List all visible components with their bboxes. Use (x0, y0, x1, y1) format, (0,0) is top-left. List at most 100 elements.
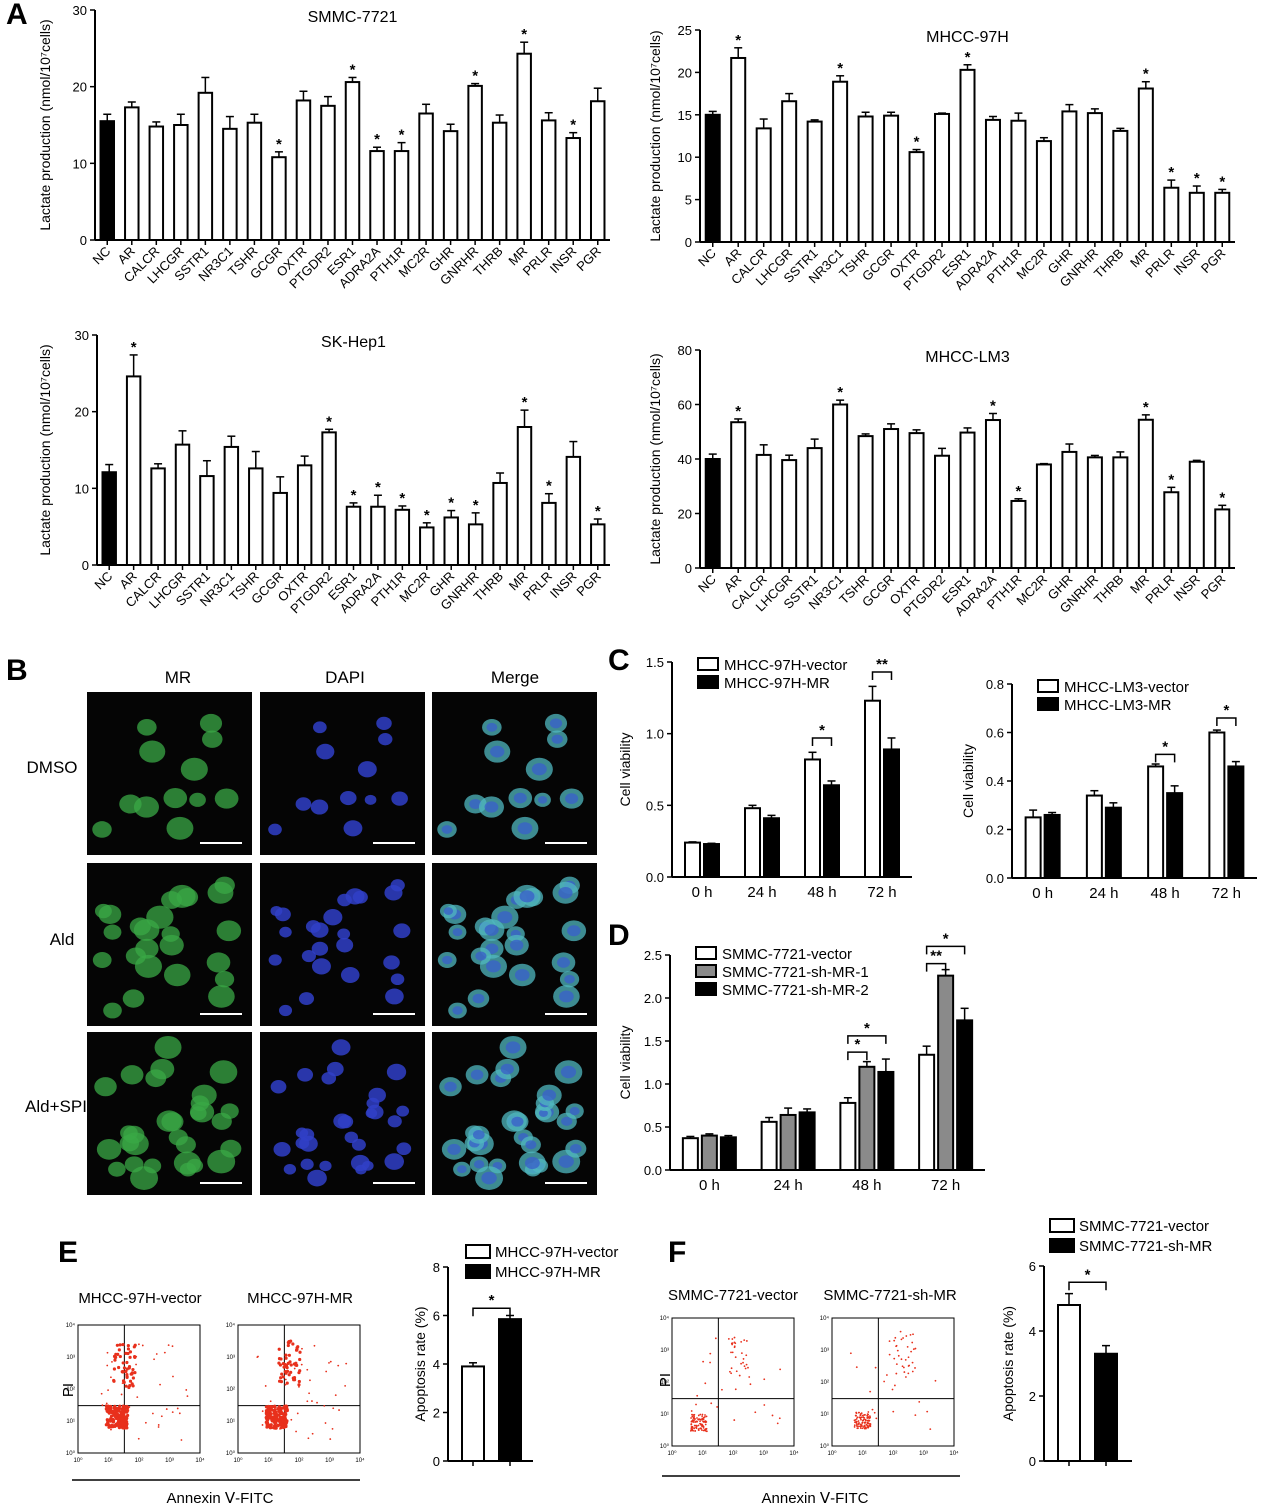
scatter-dot (895, 1372, 898, 1375)
nucleus (350, 1154, 370, 1172)
decade-label-x: 10⁴ (195, 1457, 205, 1464)
x-tick-label: PGR (573, 244, 604, 275)
cell (133, 796, 159, 818)
bar-mr (516, 426, 533, 566)
micro-tile (260, 1032, 425, 1195)
cell (161, 1112, 184, 1132)
scatter-dot (867, 1416, 870, 1418)
scatter-dot (729, 1370, 731, 1373)
scatter-dot (131, 1376, 135, 1380)
scatter-dot (721, 1388, 723, 1391)
x-tick-label: 0 h (699, 1177, 720, 1194)
bar-thrb (1112, 129, 1129, 243)
x-tick-label: PGR (1198, 572, 1229, 603)
x-tick-label: THRB (1091, 572, 1127, 608)
y-tick-label: 1.0 (646, 727, 664, 742)
scatter-dot (110, 1411, 114, 1415)
y-tick-label: 2.5 (644, 948, 662, 963)
cell (103, 924, 122, 940)
nucleus (560, 1065, 577, 1079)
bar-smmc-7721-sh-mr-1 (858, 1065, 876, 1172)
scatter-dot (124, 1369, 128, 1374)
nucleus (457, 1165, 467, 1174)
chart-c2: 0.0 0.2 0.4 0.6 0.8 Cell viability 0 h 24 h 48 h… (960, 677, 1257, 902)
x-tick-label: INSR (547, 569, 580, 602)
scatter-dot (692, 1414, 695, 1416)
x-tick-label: 24 h (747, 884, 776, 901)
bar-ghr (1061, 450, 1078, 570)
scatter-dot (733, 1336, 736, 1339)
nucleus (549, 718, 563, 729)
nucleus (557, 957, 570, 968)
significance-mark: * (1143, 399, 1149, 416)
cell (139, 740, 166, 763)
cell (137, 718, 157, 736)
scatter-dot (274, 1412, 278, 1416)
scatter-dot (171, 1345, 174, 1348)
scatter-dot (119, 1411, 124, 1415)
scatter-dot (338, 1409, 340, 1411)
bar-mc2r (419, 526, 435, 567)
significance-mark: * (521, 26, 527, 43)
scatter-dot (281, 1375, 286, 1379)
scatter-dot (284, 1383, 287, 1386)
scatter-dot (867, 1413, 870, 1416)
scatter-dot (754, 1411, 757, 1414)
scatter-dot (337, 1364, 340, 1367)
significance-bracket (871, 671, 893, 681)
scatter-dot (265, 1415, 269, 1419)
scatter-dot (114, 1416, 118, 1421)
bar-smmc-7721-vector (1057, 1304, 1081, 1462)
scatter-dot (745, 1354, 748, 1357)
bar-oxtr (908, 432, 925, 569)
bar-mhcc-lm3-vector (1208, 731, 1226, 879)
micro-col-mr: MR (165, 668, 191, 687)
scatter-dot (284, 1423, 288, 1427)
bar-mhcc-97h-mr (498, 1318, 522, 1462)
scatter-dot (856, 1423, 858, 1426)
scatter-dot (112, 1367, 117, 1371)
flow-e-ylabel: PI (60, 1383, 77, 1397)
bar-sstr1 (806, 120, 823, 243)
scatter-dot (298, 1385, 300, 1388)
scatter-dot (855, 1421, 858, 1424)
scatter-dot (691, 1429, 694, 1432)
nucleus (364, 794, 377, 805)
scatter-dot (125, 1372, 129, 1377)
scatter-dot (734, 1356, 737, 1359)
nucleus (340, 790, 357, 806)
scatter-dot (272, 1424, 276, 1428)
scatter-dot (306, 1368, 309, 1371)
scatter-dot (701, 1413, 704, 1416)
significance-mark: * (1162, 738, 1168, 755)
scatter-dot (266, 1409, 271, 1413)
scatter-dot (277, 1361, 281, 1365)
nucleus (538, 1109, 548, 1117)
scatter-dot (695, 1403, 697, 1406)
x-tick-label: PRLR (1142, 572, 1177, 607)
scatter-dot (133, 1371, 137, 1375)
scatter-dot (138, 1343, 140, 1346)
scatter-dot (180, 1439, 183, 1441)
nucleus (311, 941, 329, 956)
y-tick-label: 4 (1029, 1324, 1036, 1339)
bar-smmc-7721-sh-mr-2 (956, 1019, 974, 1171)
cell (199, 713, 223, 733)
scatter-dot (858, 1422, 861, 1424)
significance-bracket (811, 737, 833, 746)
significance-mark: * (595, 503, 601, 520)
scatter-dot (261, 1410, 264, 1413)
bar-calcr (755, 127, 772, 243)
legend-swatch (695, 946, 717, 960)
scatter-dot (106, 1351, 109, 1354)
scatter-dot (690, 1426, 693, 1429)
significance-mark: * (375, 479, 381, 496)
y-axis-label: Lactate production (nmol/10⁷cells) (647, 30, 663, 241)
scatter-dot (296, 1345, 300, 1349)
bar-mc2r (1035, 463, 1052, 570)
scatter-dot (861, 1422, 864, 1424)
scatter-dot (106, 1364, 109, 1367)
scatter-dot (907, 1356, 910, 1359)
scatter-dot (694, 1430, 696, 1432)
nucleus (391, 791, 408, 806)
